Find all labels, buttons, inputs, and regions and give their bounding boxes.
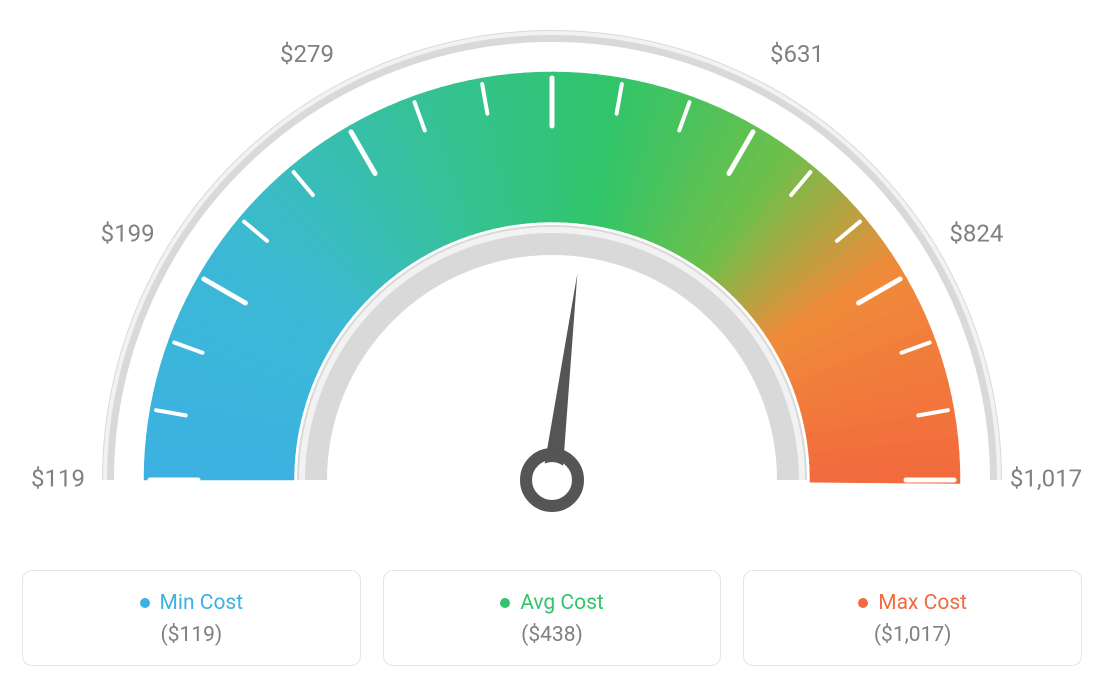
gauge-tick-label: $279 <box>280 40 334 68</box>
min-cost-card: Min Cost ($119) <box>22 570 361 666</box>
summary-cards: Min Cost ($119) Avg Cost ($438) Max Cost… <box>22 570 1082 666</box>
gauge-chart: $119 $199 $279 $438 $631 $824 $1,017 <box>0 0 1104 560</box>
min-dot-icon <box>140 598 150 608</box>
max-cost-title: Max Cost <box>760 591 1065 615</box>
max-cost-label: Max Cost <box>878 591 967 615</box>
avg-cost-card: Avg Cost ($438) <box>383 570 722 666</box>
gauge-tick-label: $631 <box>770 40 824 68</box>
avg-cost-label: Avg Cost <box>520 591 604 615</box>
gauge-tick-label: $438 <box>525 0 579 2</box>
gauge-tick-label: $199 <box>101 219 155 247</box>
min-cost-label: Min Cost <box>160 591 244 615</box>
avg-dot-icon <box>500 598 510 608</box>
gauge-tick-label: $119 <box>31 464 85 492</box>
gauge-tick-label: $824 <box>949 219 1003 247</box>
min-cost-value: ($119) <box>39 623 344 647</box>
min-cost-title: Min Cost <box>39 591 344 615</box>
avg-cost-value: ($438) <box>400 623 705 647</box>
max-cost-card: Max Cost ($1,017) <box>743 570 1082 666</box>
gauge-tick-label: $1,017 <box>1010 464 1082 492</box>
max-cost-value: ($1,017) <box>760 623 1065 647</box>
max-dot-icon <box>858 598 868 608</box>
avg-cost-title: Avg Cost <box>400 591 705 615</box>
